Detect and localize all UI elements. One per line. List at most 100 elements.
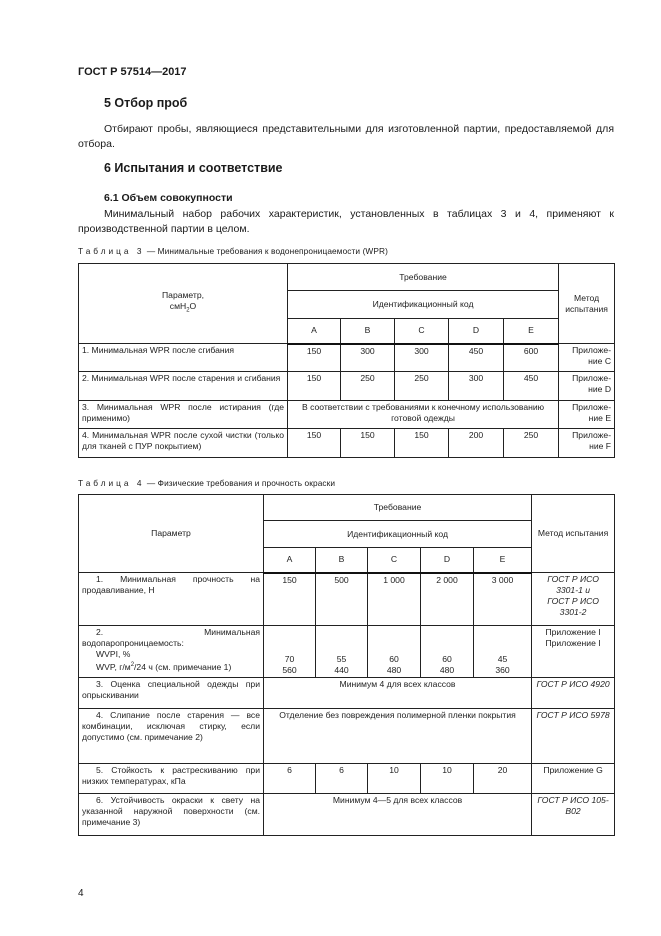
wvpi-value: 70 — [284, 654, 295, 664]
wvp-label: WVP, г/м2/24 ч (см. примечание 1) — [82, 660, 260, 673]
value-cell: 1 000 — [367, 572, 421, 626]
value-cell: 6 — [315, 763, 368, 794]
table-4-caption: Таблица 4 — Физические требования и проч… — [78, 478, 335, 488]
value-cell: 250 — [394, 371, 449, 401]
value-cell: 150 — [263, 572, 316, 626]
code-cell: B — [340, 318, 395, 345]
merged-value-cell: Минимум 4—5 для всех классов — [262, 793, 533, 836]
code-cell: C — [367, 547, 421, 574]
table-row: 1. Минимальная WPR после сгибания 150 300 3… — [78, 343, 616, 372]
code-cell: D — [420, 547, 474, 574]
param-cell: 4. Слипание после старения — все комбина… — [78, 708, 264, 764]
method-header: Метод испытания — [531, 494, 616, 573]
param-cell: 1. Минимальная WPR после сгибания — [78, 343, 288, 372]
method-line: Приложение I — [545, 627, 601, 637]
section-5-title: 5 Отбор проб — [104, 96, 188, 110]
value-cell: 2 000 — [420, 572, 474, 626]
value-cell: 300 — [340, 343, 395, 372]
merged-value-cell: Минимум 4 для всех классов — [262, 677, 533, 709]
code-header: Идентификационный код — [262, 520, 533, 548]
wvp-value: 480 — [439, 665, 455, 675]
merged-value-cell: Отделение без повреждения полимерной пле… — [262, 708, 533, 764]
table-row: 4. Минимальная WPR после сухой чистки (т… — [78, 428, 616, 458]
page-number: 4 — [78, 888, 84, 899]
value-cell: 150 — [287, 371, 341, 401]
method-cell: Приложе-ние С — [558, 343, 616, 372]
wvpi-value: 60 — [389, 654, 399, 664]
code-cell: B — [315, 547, 368, 574]
value-cell: 150 — [340, 428, 395, 458]
param-cell: 3. Минимальная WPR после истирания (где … — [78, 400, 288, 429]
value-cell: 60 480 — [367, 625, 421, 678]
method-line: ГОСТ Р ИСО 3301-2 — [547, 596, 599, 617]
value-cell: 6 — [263, 763, 316, 794]
wvp-a: WVP, г/м — [96, 661, 131, 672]
section-6-title: 6 Испытания и соответствие — [104, 161, 283, 175]
merged-value-cell: В соответствии с требованиями к конечном… — [286, 400, 560, 429]
method-line: ГОСТ Р ИСО 3301-1 и — [547, 574, 599, 595]
table-row: 2. Минимальная водопаропроницаемость: WVP… — [78, 625, 616, 678]
param-cell: 5. Стойкость к растрескиванию при низких… — [78, 763, 264, 794]
wvp-value: 440 — [334, 665, 349, 675]
value-cell: 300 — [448, 371, 504, 401]
value-cell: 500 — [315, 572, 368, 626]
code-cell: C — [394, 318, 449, 345]
value-cell: 150 — [394, 428, 449, 458]
value-cell: 3 000 — [472, 572, 533, 626]
requirement-header: Требование — [286, 263, 560, 291]
unit-a: смН — [169, 301, 187, 312]
param-header-text: Параметр, — [161, 290, 205, 301]
table-row: 4. Слипание после старения — все комбина… — [78, 708, 616, 764]
unit-sub: 2 — [186, 307, 190, 314]
section-6-1-text: Минимальный набор рабочих характеристик,… — [78, 208, 614, 235]
section-6-1-title: 6.1 Объем совокупности — [104, 192, 233, 204]
wvp-sup: 2 — [130, 662, 135, 668]
value-cell: 250 — [340, 371, 395, 401]
section-5-text: Отбирают пробы, являющиеся представитель… — [78, 123, 614, 150]
value-cell: 250 — [502, 428, 560, 458]
wvp-value: 560 — [282, 665, 297, 675]
code-header: Идентификационный код — [286, 290, 560, 319]
value-cell: 45 360 — [472, 625, 533, 678]
wvpi-value: 45 — [497, 654, 508, 664]
table-row: 3. Оценка специальной одежды при опрыски… — [78, 677, 616, 709]
wvpi-value: 55 — [336, 654, 347, 664]
method-cell: Приложе-ние Е — [558, 400, 616, 429]
param-text: 2. Минимальная водопаропроницаемость: — [82, 627, 260, 648]
param-cell: 6. Устойчивость окраски к свету на указа… — [78, 793, 264, 836]
param-cell: 2. Минимальная WPR после старения и сгиб… — [78, 371, 288, 401]
caption-text: — Физические требования и прочность окра… — [144, 478, 336, 488]
method-header: Метод испытания — [558, 263, 616, 344]
table-3: Параметр, смН2О Требование Метод испытани… — [78, 263, 616, 458]
caption-text: — Минимальные требования к водонепроница… — [144, 246, 388, 256]
table-4: Параметр Требование Метод испытания Иден… — [78, 494, 616, 836]
value-cell: 200 — [448, 428, 504, 458]
value-cell: 450 — [502, 371, 560, 401]
table-row: 5. Стойкость к растрескиванию при низких… — [78, 763, 616, 794]
method-line: Приложение I — [545, 638, 601, 648]
value-cell: 70 560 — [263, 625, 316, 678]
document-id: ГОСТ Р 57514—2017 — [78, 66, 187, 78]
method-cell: ГОСТ Р ИСО 5978 — [531, 708, 616, 764]
method-cell: Приложение G — [531, 763, 616, 794]
method-cell: ГОСТ Р ИСО 4920 — [531, 677, 616, 709]
wvpi-value: 60 — [442, 654, 452, 664]
param-header: Параметр, смН2О — [78, 263, 288, 344]
value-cell: 55 440 — [315, 625, 368, 678]
unit-b: О — [189, 301, 197, 312]
param-cell: 2. Минимальная водопаропроницаемость: WVP… — [78, 625, 264, 678]
method-cell: ГОСТ Р ИСО 3301-1 и ГОСТ Р ИСО 3301-2 — [531, 572, 616, 626]
value-cell: 450 — [448, 343, 504, 372]
value-cell: 20 — [472, 763, 533, 794]
table-row: 3. Минимальная WPR после истирания (где … — [78, 400, 616, 429]
caption-prefix: Таблица 4 — [78, 478, 145, 488]
wvp-value: 480 — [386, 665, 402, 675]
wvpi-label: WVPI, % — [96, 649, 131, 659]
table-row: 2. Минимальная WPR после старения и сгиб… — [78, 371, 616, 401]
wvp-value: 360 — [495, 665, 510, 675]
code-cell: E — [502, 318, 560, 345]
value-cell: 150 — [287, 343, 341, 372]
param-cell: 3. Оценка специальной одежды при опрыски… — [78, 677, 264, 709]
table-3-caption: Таблица 3 — Минимальные требования к вод… — [78, 246, 388, 256]
